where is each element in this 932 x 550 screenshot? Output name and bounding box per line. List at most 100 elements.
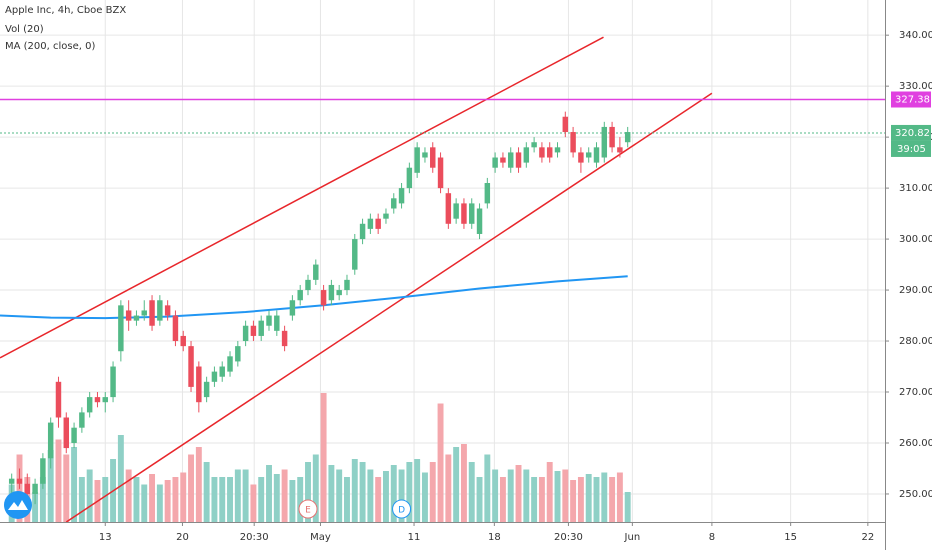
candle-body [617,147,623,153]
volume-bar [203,462,210,522]
candle-body [133,315,140,321]
candle-body [523,147,530,163]
y-tick-label: 300.00 [899,234,932,245]
candle-body [414,147,420,173]
event-circle [392,499,412,519]
volume-bar [32,492,39,522]
candle-body [94,397,101,403]
volume-bar [227,477,233,522]
trend-line [65,92,713,522]
candle-body [430,147,436,168]
candle-body [359,223,366,240]
volume-bar [273,474,280,522]
volume-bar [484,454,491,522]
candle-body [266,315,272,326]
candle-body [227,356,233,372]
volume-bar [47,450,54,522]
volume-bar [406,462,413,522]
volume-bar [421,472,428,522]
chart-title: Apple Inc, 4h, Cboe BZX [5,5,126,16]
event-marker[interactable]: E [298,499,318,519]
volume-bar [460,444,467,522]
candle-body [445,193,452,224]
candle-body [313,264,319,280]
x-tick-label: 11 [408,532,421,543]
candle-body [328,284,335,301]
candle-body [211,371,218,382]
volume-bar [211,477,218,522]
candle-body [110,366,116,398]
logo[interactable] [4,491,32,519]
volume-bar [133,477,140,522]
x-tick-label: 20 [176,532,189,543]
volume-bar [180,472,187,522]
volume-bar [242,469,249,522]
event-label: D [398,506,405,516]
volume-bar [149,474,156,522]
volume-bar [523,469,530,522]
volume-bar [258,477,265,522]
candle-body [531,142,537,148]
y-tick-label: 330.00 [899,81,932,92]
candle-body [624,132,631,143]
countdown-label: 39:05 [897,144,926,155]
candle-body [320,290,327,306]
candle-body [507,152,514,168]
candle-body [585,152,592,158]
candle-body [391,198,397,209]
candle-body [274,315,280,331]
x-tick-label: 15 [784,532,797,543]
candle-body [539,147,545,158]
candle-body [180,335,186,347]
volume-bar [383,471,389,522]
volume-bar [546,462,553,522]
y-tick-label: 290.00 [899,285,932,296]
volume-bar [141,484,148,522]
candle-body [305,279,311,291]
event-circle [298,499,318,519]
candle-body [164,305,171,316]
volume-bar [125,469,132,522]
candle-body [289,300,296,316]
candle-body [601,126,608,158]
candle-body [562,116,569,133]
volume-bar [117,435,124,522]
candle-body [578,152,584,163]
volume-bar [63,454,70,522]
candle-body [71,427,77,443]
x-tick-label: 13 [99,532,112,543]
volume-bar [86,469,93,522]
volume-bar [289,480,296,522]
moving-average [0,275,628,320]
volume-bar [562,469,569,522]
candle-body [149,300,155,326]
indicator-label: Vol (20) [5,24,44,35]
volume-bar [336,469,343,522]
volume-bar [312,454,319,522]
y-tick-label: 260.00 [899,438,932,449]
volume-bar [476,477,483,522]
volume-bar [281,469,288,522]
candle-body [157,300,163,321]
volume-bar [624,492,631,522]
candle-body [141,310,147,316]
candle-body [235,346,241,362]
x-tick-label: Jun [624,532,641,543]
event-marker[interactable]: D [392,499,412,519]
volume-bar [266,465,272,522]
candle-body [352,239,358,270]
volume-bar [398,469,405,522]
volume-bar [367,469,374,522]
candle-body [188,346,194,387]
indicator-label: MA (200, close, 0) [5,41,95,52]
candle-body [32,483,38,494]
volume-bar [577,477,584,522]
candle-body [484,183,491,204]
candle-body [118,305,124,352]
volume-bar [195,447,202,522]
candle-body [196,366,202,403]
volume-bar [538,477,545,522]
candle-body [47,422,54,459]
volume-bar [429,462,436,522]
volume-bar [219,477,226,522]
